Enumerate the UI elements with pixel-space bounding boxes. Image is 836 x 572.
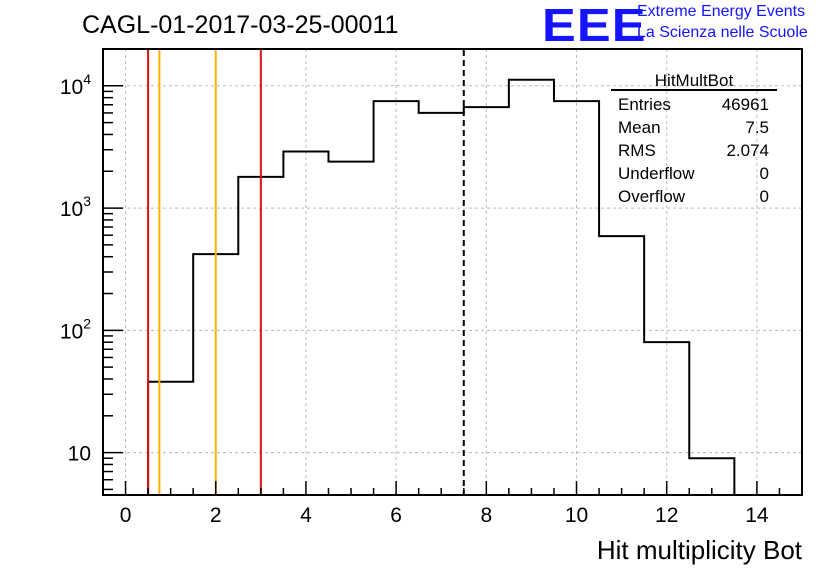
stats-label: RMS	[618, 141, 656, 160]
stats-label: Underflow	[618, 164, 695, 183]
stats-value: 46961	[722, 95, 769, 114]
histogram-bin	[419, 113, 464, 495]
histogram-bin	[509, 80, 554, 495]
x-axis-label: Hit multiplicity Bot	[596, 535, 802, 565]
x-tick-label: 0	[120, 504, 132, 527]
stats-value: 0	[760, 187, 769, 206]
histogram-bin	[374, 101, 419, 495]
histogram-bin	[644, 342, 689, 495]
y-tick-label: 10	[68, 443, 91, 466]
logo-line-1: Extreme Energy Events	[637, 3, 806, 20]
eee-logo: EEE	[542, 0, 647, 51]
histogram-bin	[148, 382, 193, 495]
logo-line-2: La Scienza nelle Scuole	[637, 24, 808, 41]
histogram-bin	[554, 101, 599, 495]
stats-box-name: HitMultBot	[655, 71, 734, 90]
stats-value: 7.5	[745, 118, 769, 137]
y-tick-label: 104	[60, 71, 91, 99]
stats-value: 0	[760, 164, 769, 183]
stats-label: Entries	[618, 95, 671, 114]
x-tick-label: 12	[655, 504, 678, 527]
histogram-bin	[464, 107, 509, 495]
histogram-bin	[283, 152, 328, 495]
stats-value: 2.074	[726, 141, 769, 160]
x-tick-label: 4	[300, 504, 312, 527]
y-tick-label: 102	[60, 315, 91, 343]
x-tick-label: 6	[390, 504, 402, 527]
x-tick-label: 8	[480, 504, 492, 527]
x-tick-label: 10	[565, 504, 588, 527]
x-tick-label: 2	[210, 504, 222, 527]
stats-label: Overflow	[618, 187, 686, 206]
y-tick-label: 103	[60, 193, 91, 221]
histogram-bin	[328, 162, 373, 495]
histogram-outline	[147, 78, 736, 495]
chart-title: CAGL-01-2017-03-25-00011	[82, 11, 399, 39]
x-tick-label: 14	[745, 504, 769, 527]
histogram-bin	[599, 236, 644, 495]
stats-label: Mean	[618, 118, 661, 137]
